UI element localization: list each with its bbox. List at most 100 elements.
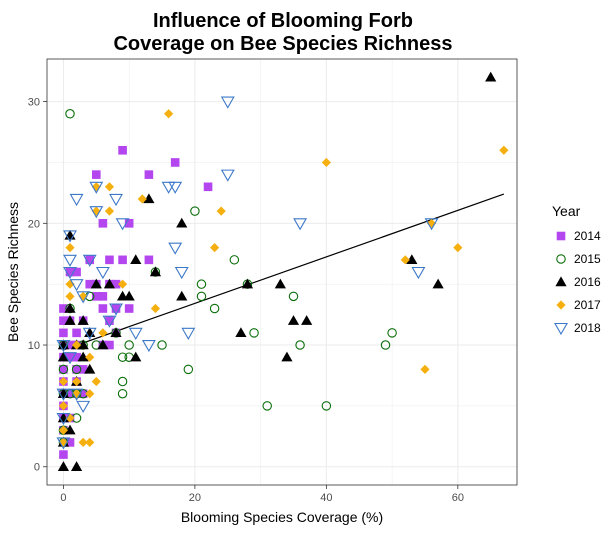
- point-2018: [220, 96, 235, 109]
- series-2014: [59, 145, 213, 459]
- point-2014: [65, 438, 75, 447]
- point-2015: [71, 364, 82, 375]
- point-2015: [229, 255, 240, 265]
- point-2014: [59, 316, 68, 325]
- point-2014: [98, 219, 108, 228]
- point-2016: [90, 278, 102, 289]
- point-2016: [235, 327, 247, 338]
- point-2014: [124, 304, 134, 313]
- legend-key-2017: [556, 300, 566, 310]
- point-2015: [249, 328, 259, 338]
- point-2014: [78, 365, 88, 374]
- point-2018: [174, 266, 189, 280]
- point-2017: [58, 401, 69, 411]
- point-2017: [71, 376, 82, 387]
- point-2018: [82, 327, 97, 340]
- point-2016: [84, 363, 96, 374]
- point-2018: [141, 339, 156, 353]
- point-2014: [59, 328, 68, 338]
- point-2017: [400, 255, 410, 265]
- point-2015: [380, 340, 391, 350]
- point-2018: [102, 315, 117, 328]
- point-2015: [262, 401, 272, 411]
- point-2014: [59, 365, 68, 374]
- point-2015: [58, 364, 69, 375]
- point-2016: [149, 266, 162, 277]
- point-2016: [130, 351, 142, 362]
- y-tick-label: 0: [34, 462, 40, 474]
- point-2017: [91, 376, 101, 387]
- legend-key-2015: [556, 254, 566, 264]
- point-2016: [274, 278, 286, 289]
- x-axis-label: Blooming Species Coverage (%): [181, 509, 383, 525]
- point-2015: [117, 376, 128, 387]
- point-2014: [65, 389, 75, 399]
- point-2016: [57, 351, 70, 362]
- point-2014: [92, 292, 101, 301]
- point-2014: [65, 352, 75, 362]
- point-2015: [117, 352, 128, 362]
- legend-label-2017: 2017: [574, 298, 601, 312]
- point-2018: [69, 388, 84, 401]
- legend-label-2014: 2014: [574, 229, 601, 243]
- point-2018: [76, 400, 91, 413]
- point-2018: [63, 230, 77, 243]
- point-2016: [64, 315, 76, 325]
- axis-ticks: 0 20 40 60 0 10 20 30: [28, 97, 464, 504]
- point-2018: [293, 218, 308, 231]
- point-2014: [65, 267, 75, 277]
- point-2017: [58, 376, 69, 387]
- series-2015: [58, 109, 397, 448]
- legend-label-2018: 2018: [574, 321, 601, 335]
- point-2015: [183, 364, 194, 375]
- point-2015: [295, 340, 305, 350]
- y-tick-label: 30: [28, 97, 40, 109]
- point-2014: [98, 304, 108, 313]
- point-2014: [59, 304, 68, 313]
- trend-line: [63, 193, 505, 351]
- point-2016: [432, 278, 444, 289]
- point-2016: [176, 290, 188, 301]
- point-2014: [105, 340, 114, 350]
- chart-title-line-1: Influence of Blooming Forb: [153, 10, 413, 32]
- point-2014: [144, 170, 154, 179]
- point-2017: [78, 291, 88, 301]
- point-2018: [56, 437, 71, 450]
- point-2018: [76, 291, 91, 304]
- point-2018: [168, 181, 183, 194]
- point-2018: [69, 193, 84, 207]
- point-2017: [499, 145, 509, 155]
- legend-key-2018: [554, 322, 568, 336]
- series-2018: [56, 96, 439, 450]
- point-2016: [70, 461, 83, 471]
- point-2018: [63, 254, 77, 267]
- point-2015: [124, 340, 134, 350]
- point-2017: [98, 328, 108, 338]
- point-2016: [77, 315, 89, 325]
- point-2016: [301, 315, 313, 325]
- point-2018: [411, 266, 426, 280]
- point-2016: [64, 424, 76, 435]
- point-2017: [71, 340, 82, 350]
- point-2016: [110, 327, 122, 338]
- point-2017: [216, 206, 226, 216]
- point-2017: [164, 109, 174, 119]
- point-2016: [97, 339, 109, 350]
- point-2016: [123, 290, 135, 301]
- plot-panel-border: [46, 58, 518, 486]
- legend-key-2014: [556, 231, 566, 241]
- point-2017: [453, 243, 463, 253]
- point-2015: [157, 340, 167, 350]
- point-2016: [77, 351, 89, 362]
- x-tick-label: 0: [60, 492, 66, 504]
- point-2014: [65, 340, 75, 350]
- point-2018: [56, 413, 71, 426]
- point-2014: [105, 316, 114, 325]
- point-2014: [144, 255, 154, 265]
- point-2018: [109, 193, 123, 207]
- point-2015: [288, 291, 299, 302]
- point-2018: [56, 339, 71, 353]
- point-2018: [220, 169, 235, 182]
- point-2018: [63, 266, 77, 280]
